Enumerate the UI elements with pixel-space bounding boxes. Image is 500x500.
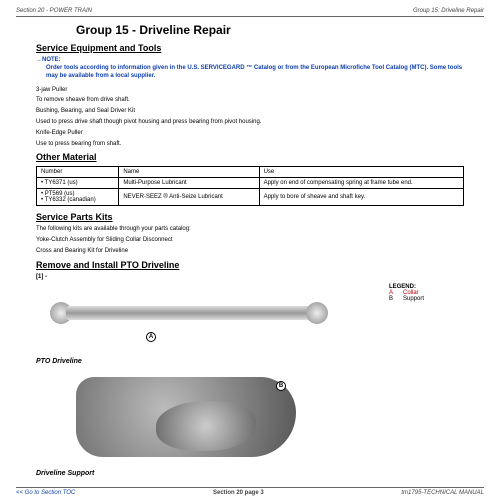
kits-intro: The following kits are available through… bbox=[36, 226, 464, 234]
note-label: →NOTE: bbox=[36, 57, 484, 63]
kit-line: Cross and Bearing Kit for Driveline bbox=[36, 248, 464, 256]
table-cell: NEVER-SEEZ ® Anti-Seize Lubricant bbox=[119, 189, 259, 206]
table-header: Number bbox=[37, 167, 119, 178]
kit-line: Yoke-Clutch Assembly for Sliding Collar … bbox=[36, 237, 464, 245]
page-header: Section 20 - POWER TRAIN Group 15: Drive… bbox=[16, 8, 484, 17]
table-header: Use bbox=[259, 167, 463, 178]
callout-b: B bbox=[276, 381, 286, 391]
driveline-yoke-icon bbox=[306, 302, 328, 324]
table-row: • TY6371 (us) Multi-Purpose Lubricant Ap… bbox=[37, 178, 464, 189]
table-cell: Apply to bore of sheave and shaft key. bbox=[259, 189, 463, 206]
group-title: Group 15 - Driveline Repair bbox=[76, 23, 484, 37]
table-row: • PT569 (us) • TY6332 (canadian) NEVER-S… bbox=[37, 189, 464, 206]
driveline-shaft-icon bbox=[66, 306, 316, 320]
table-cell: Apply on end of compensating spring at f… bbox=[259, 178, 463, 189]
figure-driveline-support: B bbox=[36, 371, 464, 466]
tool-line: Used to press drive shaft though pivot h… bbox=[36, 119, 464, 127]
figure-caption: Driveline Support bbox=[36, 470, 464, 477]
tool-line: Bushing, Bearing, and Seal Driver Kit bbox=[36, 108, 464, 116]
legend-key-b: B bbox=[389, 296, 393, 302]
table-header: Name bbox=[119, 167, 259, 178]
table-cell: • TY6371 (us) bbox=[37, 178, 119, 189]
callout-a: A bbox=[146, 332, 156, 342]
footer-toc-link[interactable]: << Go to Section TOC bbox=[16, 490, 75, 496]
table-cell: Multi-Purpose Lubricant bbox=[119, 178, 259, 189]
heading-service-equipment: Service Equipment and Tools bbox=[36, 43, 484, 53]
footer-manual-id: tm1795-TECHNICAL MANUAL bbox=[401, 490, 484, 496]
support-mech-icon bbox=[156, 401, 256, 451]
legend-val-b: Support bbox=[403, 296, 424, 302]
legend: LEGEND: A Collar B Support bbox=[389, 284, 424, 302]
heading-remove-install: Remove and Install PTO Driveline bbox=[36, 260, 484, 270]
footer-page-number: Section 20 page 3 bbox=[213, 490, 264, 496]
material-table: Number Name Use • TY6371 (us) Multi-Purp… bbox=[36, 166, 464, 206]
heading-other-material: Other Material bbox=[36, 152, 484, 162]
tool-line: 3-jaw Puller bbox=[36, 87, 464, 95]
table-cell: • PT569 (us) • TY6332 (canadian) bbox=[37, 189, 119, 206]
note-text: Order tools according to information giv… bbox=[46, 65, 464, 81]
page-footer: << Go to Section TOC Section 20 page 3 t… bbox=[16, 487, 484, 496]
heading-service-parts-kits: Service Parts Kits bbox=[36, 212, 484, 222]
tool-line: Knife-Edge Puller bbox=[36, 130, 464, 138]
header-right: Group 15: Driveline Repair bbox=[413, 8, 484, 14]
header-left: Section 20 - POWER TRAIN bbox=[16, 8, 92, 14]
step-number: [1] - bbox=[36, 274, 484, 280]
figure-pto-driveline: LEGEND: A Collar B Support A bbox=[36, 284, 464, 354]
figure-caption: PTO Driveline bbox=[36, 358, 464, 365]
tool-line: To remove sheave from drive shaft. bbox=[36, 97, 464, 105]
tool-line: Use to press bearing from shaft. bbox=[36, 141, 464, 149]
